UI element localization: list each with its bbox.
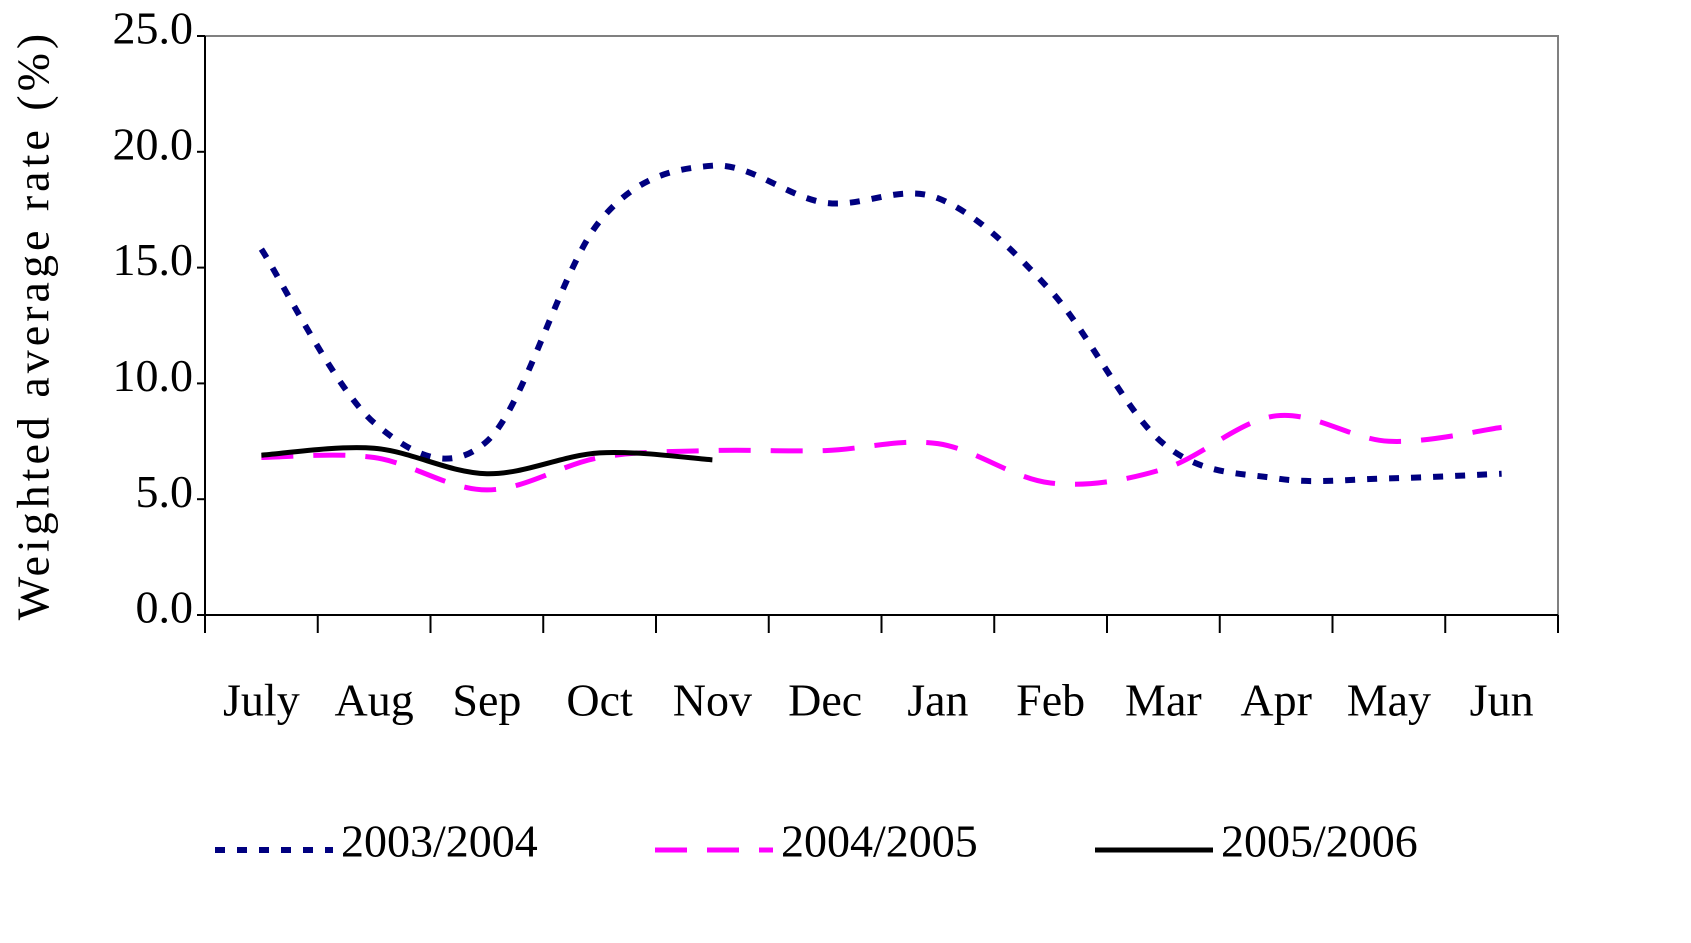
y-tick-label: 10.0 [113, 350, 194, 401]
data-line [261, 412, 1502, 493]
x-tick-label: Feb [1016, 675, 1085, 726]
y-tick-label: 15.0 [113, 234, 194, 285]
data-line [261, 445, 713, 477]
x-tick-label: July [223, 675, 300, 726]
x-tick-label: Dec [788, 675, 862, 726]
x-tick-label: Mar [1125, 675, 1202, 726]
y-tick-label: 5.0 [136, 466, 194, 517]
x-tick-label: Jun [1470, 675, 1534, 726]
x-tick-label: Oct [566, 675, 633, 726]
x-tick-label: Sep [452, 675, 521, 726]
x-tick-label: Jan [907, 675, 968, 726]
y-tick-label: 20.0 [113, 118, 194, 169]
y-tick-label: 0.0 [136, 582, 194, 633]
x-tick-label: Nov [673, 675, 752, 726]
y-axis-label: Weighted average rate (%) [8, 30, 59, 621]
x-tick-label: Aug [335, 675, 414, 726]
x-tick-label: May [1347, 675, 1431, 726]
y-tick-label: 25.0 [113, 3, 194, 54]
data-line [258, 162, 1502, 485]
legend-label: 2003/2004 [341, 816, 538, 867]
legend-label: 2004/2005 [781, 816, 978, 867]
plot-frame [204, 35, 1559, 616]
x-tick-label: Apr [1240, 675, 1312, 726]
legend-label: 2005/2006 [1221, 816, 1418, 867]
